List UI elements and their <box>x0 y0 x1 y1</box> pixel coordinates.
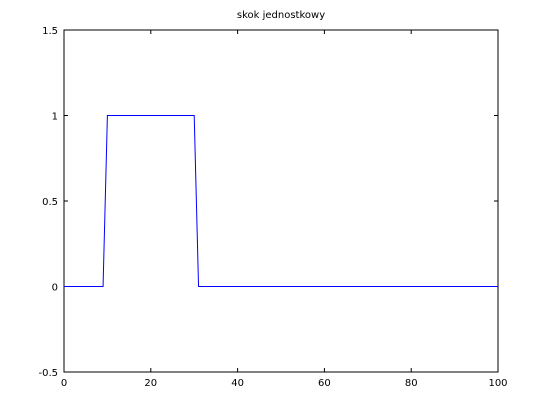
x-tick-label: 40 <box>231 378 244 389</box>
y-tick-label: 0.5 <box>42 197 58 208</box>
x-tick-label: 0 <box>61 378 67 389</box>
y-tick-label: 0 <box>52 283 58 294</box>
x-tick-label: 80 <box>405 378 418 389</box>
x-tick-label: 60 <box>318 378 331 389</box>
series-layer <box>64 115 498 287</box>
x-tick-label: 20 <box>144 378 157 389</box>
plot-frame <box>63 29 499 373</box>
series-line <box>64 115 498 287</box>
chart-title: skok jednostkowy <box>237 10 325 21</box>
y-tick-label: -0.5 <box>38 368 58 379</box>
x-tick-label: 100 <box>488 378 507 389</box>
y-tick-label: 1.5 <box>42 26 58 37</box>
y-tick-label: 1 <box>52 112 58 123</box>
ticks-layer <box>63 29 499 373</box>
labels-layer: 0 20 40 60 80 100-0.500.511.5 <box>38 26 507 389</box>
